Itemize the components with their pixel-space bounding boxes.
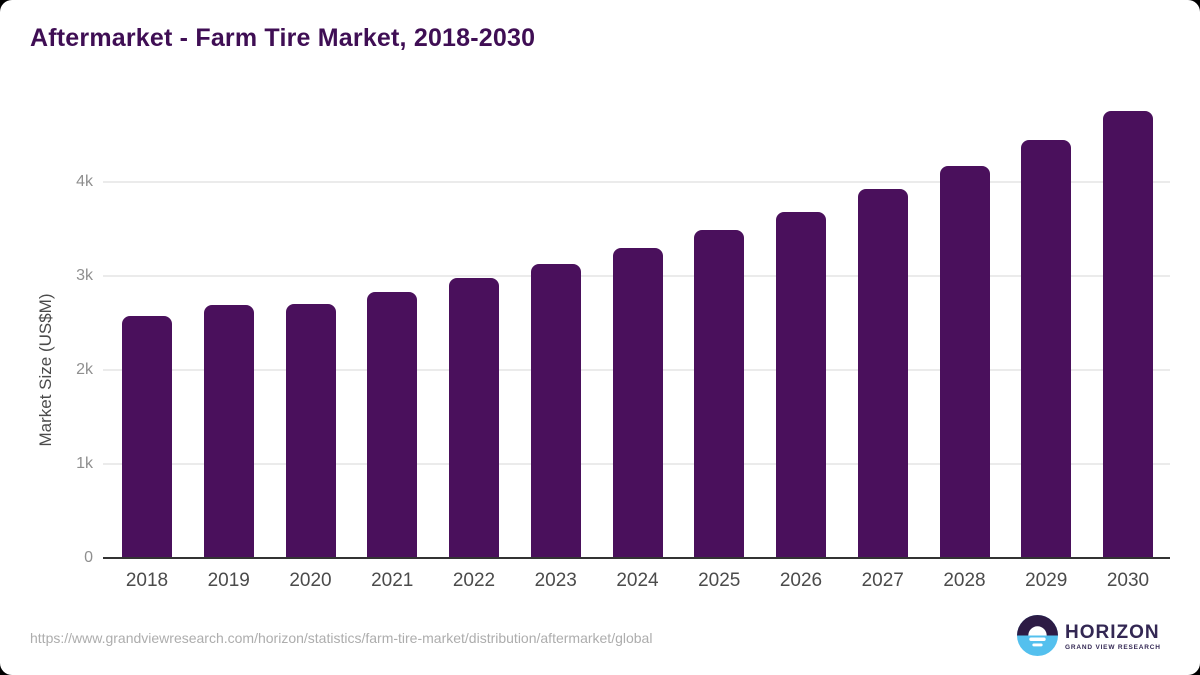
bar-2018 bbox=[122, 316, 172, 558]
bar-2022 bbox=[449, 277, 499, 558]
x-tick-label-2026: 2026 bbox=[779, 570, 823, 591]
bar-2030 bbox=[1103, 111, 1153, 558]
bar-2027 bbox=[857, 189, 908, 558]
x-tick-label-2024: 2024 bbox=[616, 570, 659, 591]
page-title: Aftermarket - Farm Tire Market, 2018-203… bbox=[30, 24, 536, 52]
horizon-logo: HORIZON GRAND VIEW RESEARCH bbox=[1017, 615, 1161, 656]
bar-2021 bbox=[367, 291, 418, 558]
y-tick-label-4k: 4k bbox=[76, 173, 93, 190]
gridline-4k bbox=[103, 181, 1170, 183]
logo-reflection-line-2 bbox=[1032, 643, 1043, 647]
bar-2024 bbox=[612, 247, 663, 558]
bar-2019 bbox=[203, 305, 254, 558]
logo-text: HORIZON GRAND VIEW RESEARCH bbox=[1065, 621, 1161, 651]
x-tick-label-2022: 2022 bbox=[452, 570, 496, 591]
x-axis-line bbox=[103, 557, 1170, 559]
x-tick-label-2029: 2029 bbox=[1025, 570, 1068, 591]
y-tick-label-3k: 3k bbox=[76, 267, 93, 284]
x-tick-label-2020: 2020 bbox=[289, 570, 332, 591]
source-url: https://www.grandviewresearch.com/horizo… bbox=[30, 630, 653, 646]
y-tick-label-0: 0 bbox=[84, 549, 93, 566]
y-tick-label-1k: 1k bbox=[76, 455, 93, 472]
horizon-logo-icon bbox=[1017, 615, 1058, 656]
bar-2029 bbox=[1021, 140, 1072, 558]
x-tick-label-2021: 2021 bbox=[371, 570, 414, 591]
logo-circle-top bbox=[1017, 615, 1058, 636]
x-tick-label-2019: 2019 bbox=[207, 570, 250, 591]
logo-name: HORIZON bbox=[1065, 621, 1160, 643]
bar-2020 bbox=[285, 304, 336, 558]
x-tick-label-2018: 2018 bbox=[125, 570, 169, 591]
logo-subtitle: GRAND VIEW RESEARCH bbox=[1065, 643, 1161, 651]
logo-reflection-line-1 bbox=[1029, 637, 1046, 642]
x-tick-label-2028: 2028 bbox=[943, 570, 986, 591]
bar-2025 bbox=[694, 229, 745, 558]
y-tick-label-2k: 2k bbox=[76, 361, 93, 378]
logo-sun-icon bbox=[1028, 626, 1047, 636]
x-tick-label-2030: 2030 bbox=[1106, 570, 1150, 591]
x-tick-label-2023: 2023 bbox=[534, 570, 577, 591]
bar-2026 bbox=[776, 212, 826, 558]
x-tick-label-2025: 2025 bbox=[698, 570, 741, 591]
bar-2028 bbox=[939, 166, 990, 558]
bar-2023 bbox=[530, 263, 581, 558]
x-tick-label-2027: 2027 bbox=[861, 570, 904, 591]
